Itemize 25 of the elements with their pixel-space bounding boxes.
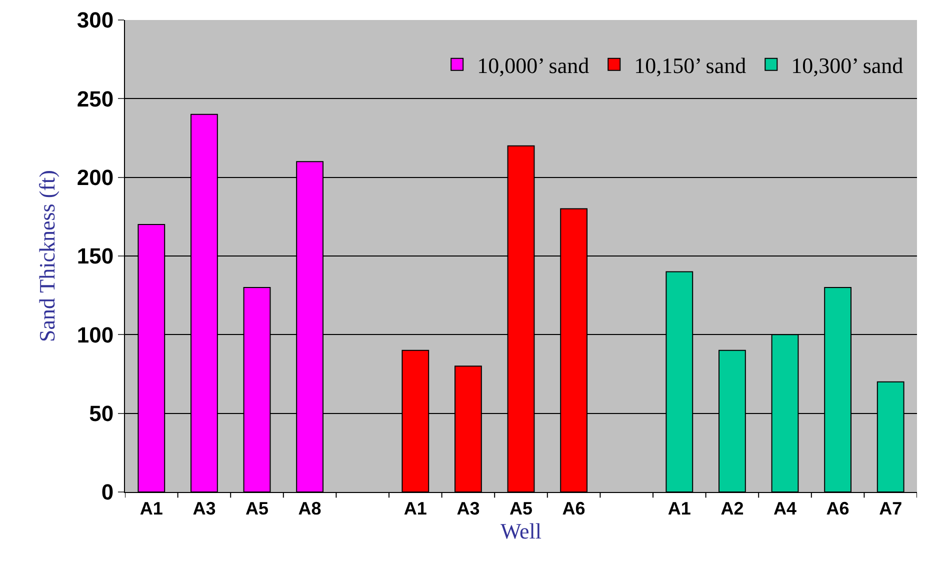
legend-label: 10,150’ sand: [634, 52, 746, 78]
legend-label: 10,000’ sand: [477, 52, 590, 78]
y-tick-label: 200: [76, 165, 114, 190]
x-tick-label: A5: [509, 498, 533, 519]
x-tick-label: A3: [456, 498, 480, 519]
y-tick-label: 50: [89, 401, 114, 426]
x-tick-label: A8: [298, 498, 322, 519]
y-tick-label: 300: [76, 8, 114, 33]
y-tick-label: 100: [76, 322, 114, 348]
x-tick-label: A1: [668, 498, 691, 519]
y-tick-label: 0: [101, 480, 114, 505]
x-tick-label: A2: [720, 498, 744, 519]
legend-label: 10,300’ sand: [791, 52, 904, 78]
x-tick-label: A1: [404, 498, 427, 519]
x-tick-label: A6: [562, 498, 586, 519]
x-tick-label: A1: [140, 498, 163, 519]
x-tick-label: A5: [245, 498, 269, 519]
y-axis-title: Sand Thickness (ft): [34, 170, 60, 342]
x-tick-label: A4: [773, 498, 797, 519]
y-tick-label: 250: [76, 86, 114, 112]
y-tick-label: 150: [76, 244, 114, 269]
x-tick-label: A7: [879, 498, 902, 519]
x-tick-label: A6: [826, 498, 850, 519]
x-tick-label: A3: [192, 498, 216, 519]
x-axis-title: Well: [500, 518, 542, 544]
